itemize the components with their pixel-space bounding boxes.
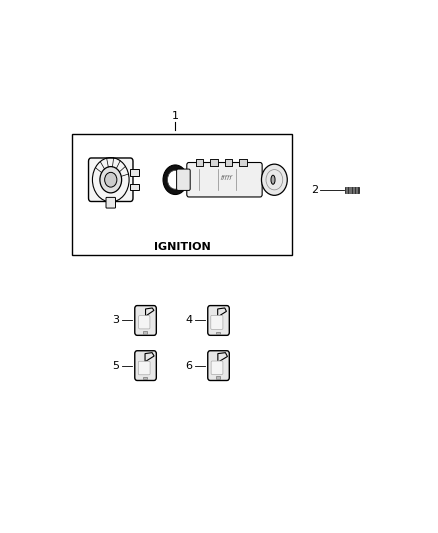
FancyBboxPatch shape (211, 361, 223, 375)
Text: fffff: fffff (220, 175, 232, 180)
Bar (225, 159, 232, 166)
Polygon shape (145, 353, 154, 362)
Bar (215, 376, 220, 379)
Bar (240, 159, 247, 166)
FancyBboxPatch shape (88, 158, 133, 201)
Text: 1: 1 (172, 110, 179, 120)
FancyBboxPatch shape (135, 305, 156, 335)
Circle shape (105, 172, 117, 187)
Bar (210, 159, 218, 166)
FancyBboxPatch shape (187, 163, 262, 197)
Text: 4: 4 (185, 316, 192, 326)
Circle shape (100, 167, 122, 193)
Ellipse shape (271, 175, 275, 184)
Bar (143, 332, 147, 334)
Bar (143, 377, 147, 379)
Bar (215, 332, 220, 334)
Bar (345, 187, 359, 193)
Circle shape (163, 165, 187, 195)
Polygon shape (218, 353, 227, 362)
Bar (240, 159, 247, 166)
Polygon shape (145, 308, 154, 316)
FancyBboxPatch shape (211, 316, 223, 329)
Text: 5: 5 (113, 361, 119, 370)
Text: IGNITION: IGNITION (154, 241, 210, 252)
Bar (130, 169, 139, 176)
FancyBboxPatch shape (208, 351, 230, 381)
Text: 2: 2 (311, 185, 318, 195)
Bar (210, 159, 218, 166)
Polygon shape (218, 308, 226, 317)
Bar (225, 159, 232, 166)
Bar (196, 159, 203, 166)
Text: 3: 3 (113, 316, 119, 326)
FancyBboxPatch shape (138, 361, 150, 375)
FancyBboxPatch shape (135, 351, 156, 381)
Text: 6: 6 (185, 361, 192, 370)
Circle shape (261, 164, 287, 195)
FancyBboxPatch shape (139, 316, 150, 329)
Circle shape (167, 171, 183, 189)
FancyBboxPatch shape (106, 197, 116, 208)
FancyBboxPatch shape (208, 305, 230, 335)
FancyBboxPatch shape (177, 169, 190, 190)
Bar (196, 159, 203, 166)
Bar (130, 184, 139, 190)
Bar (72, 134, 293, 255)
